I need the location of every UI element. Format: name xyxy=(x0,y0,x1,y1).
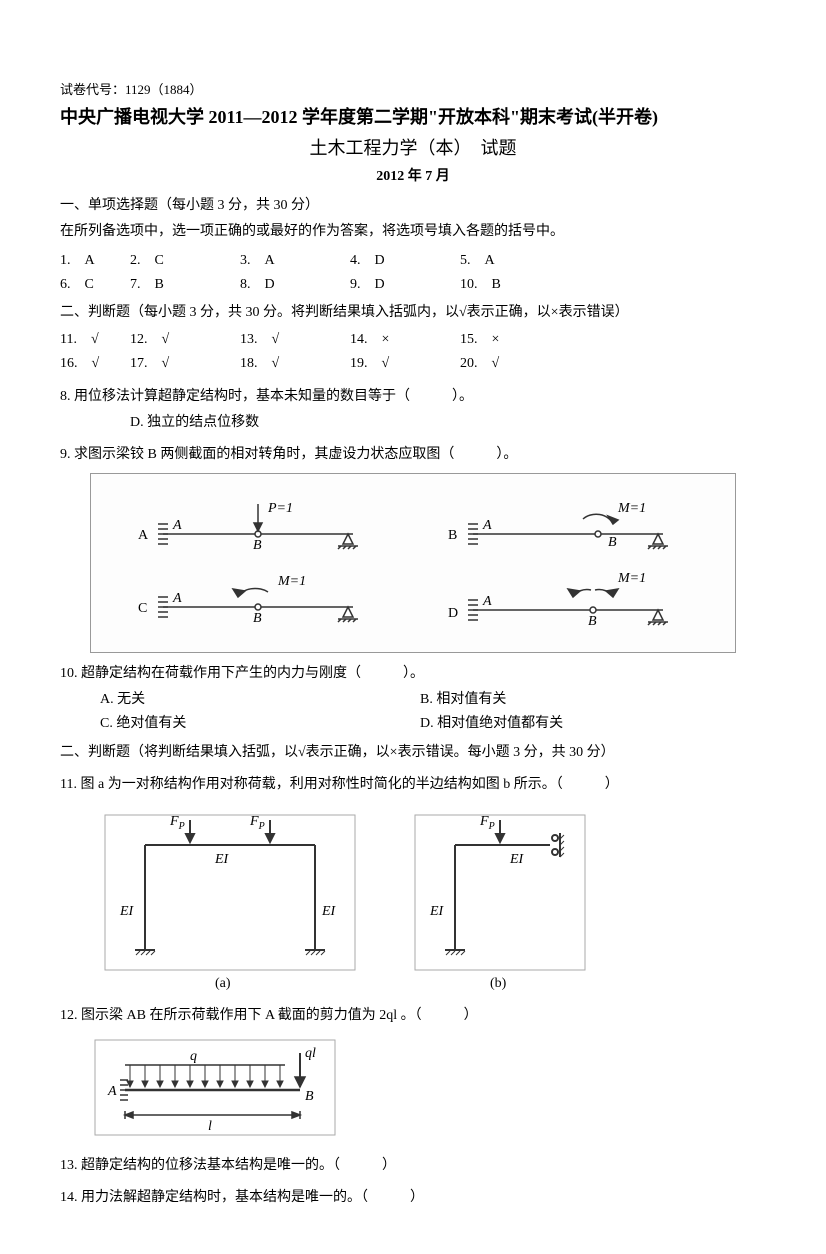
ans-cell: 1. A xyxy=(60,250,130,272)
question-10: 10. 超静定结构在荷载作用下产生的内力与刚度（ ）。 xyxy=(60,663,766,685)
figure-q11: FP FP EI EI EI (a) FP EI EI (b) xyxy=(90,805,736,995)
q10-option-a: A. 无关 xyxy=(60,689,380,711)
figure-q12: q ql A B l xyxy=(90,1035,736,1145)
svg-text:A: A xyxy=(138,528,149,543)
ans-cell: 6. C xyxy=(60,274,130,296)
svg-text:B: B xyxy=(448,528,457,543)
ans-cell: 10. B xyxy=(460,274,570,296)
question-12: 12. 图示梁 AB 在所示荷载作用下 A 截面的剪力值为 2ql 。（ ） xyxy=(60,1005,766,1027)
svg-text:A: A xyxy=(107,1084,117,1099)
beam-diagram-a: A A B P=1 xyxy=(133,494,383,554)
svg-text:M=1: M=1 xyxy=(277,574,306,589)
svg-text:l: l xyxy=(208,1119,212,1134)
ans-cell: 7. B xyxy=(130,274,240,296)
svg-text:M=1: M=1 xyxy=(617,571,646,586)
ans-cell: 9. D xyxy=(350,274,460,296)
exam-date: 2012 年 7 月 xyxy=(60,166,766,188)
question-11: 11. 图 a 为一对称结构作用对称荷载，利用对称性时简化的半边结构如图 b 所… xyxy=(60,774,766,796)
frame-diagram-b: FP EI EI (b) xyxy=(400,805,600,995)
svg-text:P=1: P=1 xyxy=(267,501,293,516)
ans-cell: 13. √ xyxy=(240,329,350,351)
svg-text:B: B xyxy=(253,538,262,553)
svg-text:EI: EI xyxy=(429,904,445,919)
svg-text:B: B xyxy=(253,611,262,626)
section2b-heading: 二、判断题（将判断结果填入括弧，以√表示正确，以×表示错误。每小题 3 分，共 … xyxy=(60,742,766,764)
q10-option-d: D. 相对值绝对值都有关 xyxy=(380,713,700,735)
svg-text:B: B xyxy=(588,614,597,629)
paper-code: 试卷代号：1129（1884） xyxy=(60,80,766,101)
ans-cell: 12. √ xyxy=(130,329,240,351)
ans-cell: 4. D xyxy=(350,250,460,272)
section1-instruction: 在所列备选项中，选一项正确的或最好的作为答案，将选项号填入各题的括号中。 xyxy=(60,221,766,243)
answers2-grid: 11. √ 12. √ 13. √ 14. × 15. × 16. √ 17. … xyxy=(60,329,766,376)
q10-option-c: C. 绝对值有关 xyxy=(60,713,380,735)
svg-text:A: A xyxy=(482,518,492,533)
ans-cell: 16. √ xyxy=(60,353,130,375)
svg-text:EI: EI xyxy=(119,904,135,919)
beam-diagram-d: D A B M=1 xyxy=(443,562,693,632)
question-8-option-d: D. 独立的结点位移数 xyxy=(60,412,766,434)
svg-text:B: B xyxy=(305,1089,314,1104)
section1-heading: 一、单项选择题（每小题 3 分，共 30 分） xyxy=(60,195,766,217)
ans-cell: 8. D xyxy=(240,274,350,296)
frame-diagram-a: FP FP EI EI EI (a) xyxy=(90,805,370,995)
svg-text:(b): (b) xyxy=(490,976,507,991)
section2-heading: 二、判断题（每小题 3 分，共 30 分。将判断结果填入括弧内，以√表示正确，以… xyxy=(60,302,766,324)
ans-cell: 3. A xyxy=(240,250,350,272)
figure-q9: A A B P=1 B A B xyxy=(90,473,736,653)
ans-cell: 18. √ xyxy=(240,353,350,375)
ans-cell: 19. √ xyxy=(350,353,460,375)
beam-diagram-c: C A B M=1 xyxy=(133,567,383,627)
title-main: 中央广播电视大学 2011—2012 学年度第二学期"开放本科"期末考试(半开卷… xyxy=(60,103,766,132)
svg-text:D: D xyxy=(448,606,458,621)
ans-cell: 14. × xyxy=(350,329,460,351)
svg-text:M=1: M=1 xyxy=(617,501,646,516)
svg-text:FP: FP xyxy=(169,814,185,832)
q10-option-b: B. 相对值有关 xyxy=(380,689,700,711)
question-14: 14. 用力法解超静定结构时，基本结构是唯一的。（ ） xyxy=(60,1187,766,1209)
svg-text:FP: FP xyxy=(249,814,265,832)
question-9: 9. 求图示梁铰 B 两侧截面的相对转角时，其虚设力状态应取图（ ）。 xyxy=(60,444,766,466)
svg-text:A: A xyxy=(172,518,182,533)
svg-text:EI: EI xyxy=(509,852,525,867)
question-13: 13. 超静定结构的位移法基本结构是唯一的。（ ） xyxy=(60,1155,766,1177)
svg-text:A: A xyxy=(482,594,492,609)
ans-cell: 17. √ xyxy=(130,353,240,375)
answers1-grid: 1. A 2. C 3. A 4. D 5. A 6. C 7. B 8. D … xyxy=(60,250,766,297)
question-8: 8. 用位移法计算超静定结构时，基本未知量的数目等于（ ）。 xyxy=(60,386,766,408)
svg-text:A: A xyxy=(172,591,182,606)
beam-diagram-b: B A B M=1 xyxy=(443,494,693,554)
svg-text:FP: FP xyxy=(479,814,495,832)
ans-cell: 20. √ xyxy=(460,353,570,375)
ans-cell: 5. A xyxy=(460,250,570,272)
svg-text:ql: ql xyxy=(305,1046,316,1061)
svg-text:q: q xyxy=(190,1049,197,1064)
svg-text:EI: EI xyxy=(321,904,337,919)
svg-text:B: B xyxy=(608,535,617,550)
svg-text:EI: EI xyxy=(214,852,230,867)
ans-cell: 11. √ xyxy=(60,329,130,351)
ans-cell: 15. × xyxy=(460,329,570,351)
svg-text:(a): (a) xyxy=(215,976,231,991)
svg-text:C: C xyxy=(138,601,147,616)
ans-cell: 2. C xyxy=(130,250,240,272)
title-sub: 土木工程力学（本） 试题 xyxy=(60,134,766,163)
